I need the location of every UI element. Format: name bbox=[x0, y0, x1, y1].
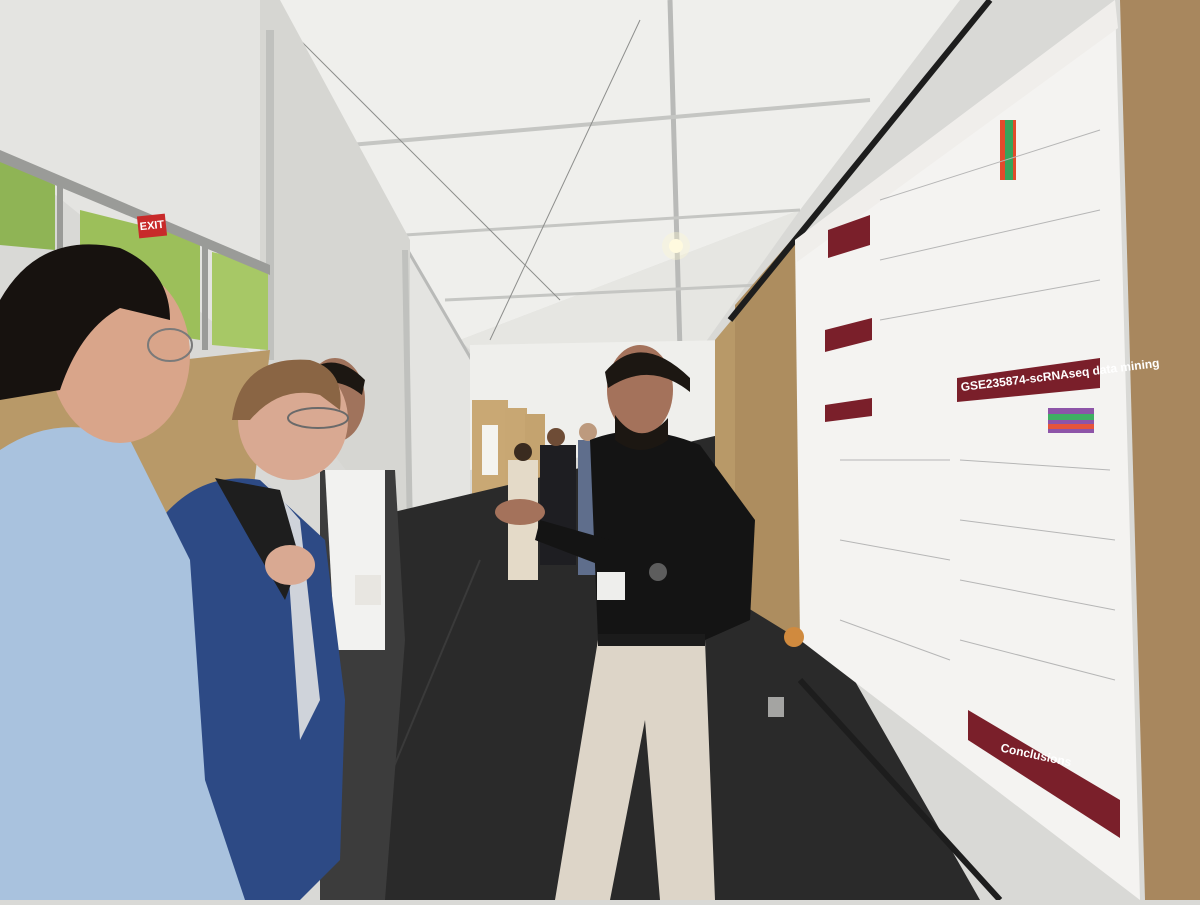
coffee-cup bbox=[784, 627, 804, 647]
presenter bbox=[495, 345, 755, 900]
exit-sign: EXIT bbox=[136, 213, 168, 239]
visitor-foreground bbox=[0, 244, 245, 900]
tent-ceiling bbox=[240, 0, 960, 362]
research-poster bbox=[795, 0, 1140, 900]
plastic-cup bbox=[768, 697, 784, 717]
